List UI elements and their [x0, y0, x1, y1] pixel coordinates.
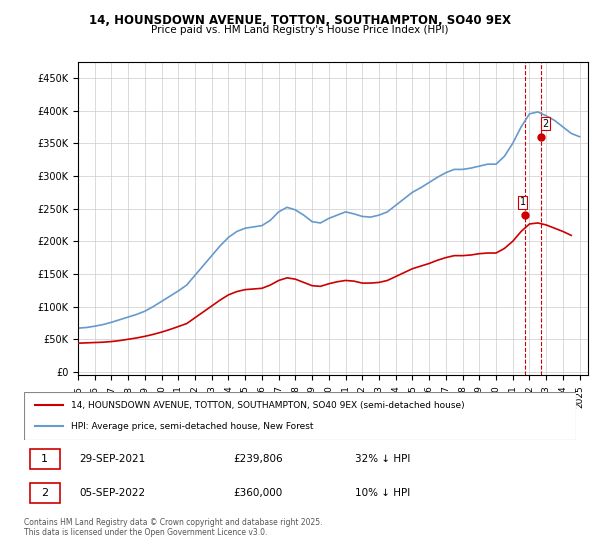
Text: £239,806: £239,806: [234, 454, 283, 464]
Text: 10% ↓ HPI: 10% ↓ HPI: [355, 488, 410, 498]
Text: Price paid vs. HM Land Registry's House Price Index (HPI): Price paid vs. HM Land Registry's House …: [151, 25, 449, 35]
Text: 14, HOUNSDOWN AVENUE, TOTTON, SOUTHAMPTON, SO40 9EX: 14, HOUNSDOWN AVENUE, TOTTON, SOUTHAMPTO…: [89, 14, 511, 27]
Text: £360,000: £360,000: [234, 488, 283, 498]
Text: Contains HM Land Registry data © Crown copyright and database right 2025.
This d: Contains HM Land Registry data © Crown c…: [24, 518, 323, 538]
Text: 2: 2: [41, 488, 48, 498]
Text: 1: 1: [41, 454, 48, 464]
Text: 14, HOUNSDOWN AVENUE, TOTTON, SOUTHAMPTON, SO40 9EX (semi-detached house): 14, HOUNSDOWN AVENUE, TOTTON, SOUTHAMPTO…: [71, 401, 464, 410]
Text: 29-SEP-2021: 29-SEP-2021: [79, 454, 145, 464]
Text: 05-SEP-2022: 05-SEP-2022: [79, 488, 145, 498]
Text: 32% ↓ HPI: 32% ↓ HPI: [355, 454, 410, 464]
FancyBboxPatch shape: [29, 483, 60, 503]
FancyBboxPatch shape: [29, 449, 60, 469]
Text: 1: 1: [520, 198, 526, 207]
Text: HPI: Average price, semi-detached house, New Forest: HPI: Average price, semi-detached house,…: [71, 422, 313, 431]
FancyBboxPatch shape: [24, 392, 576, 440]
Text: 2: 2: [542, 119, 549, 129]
